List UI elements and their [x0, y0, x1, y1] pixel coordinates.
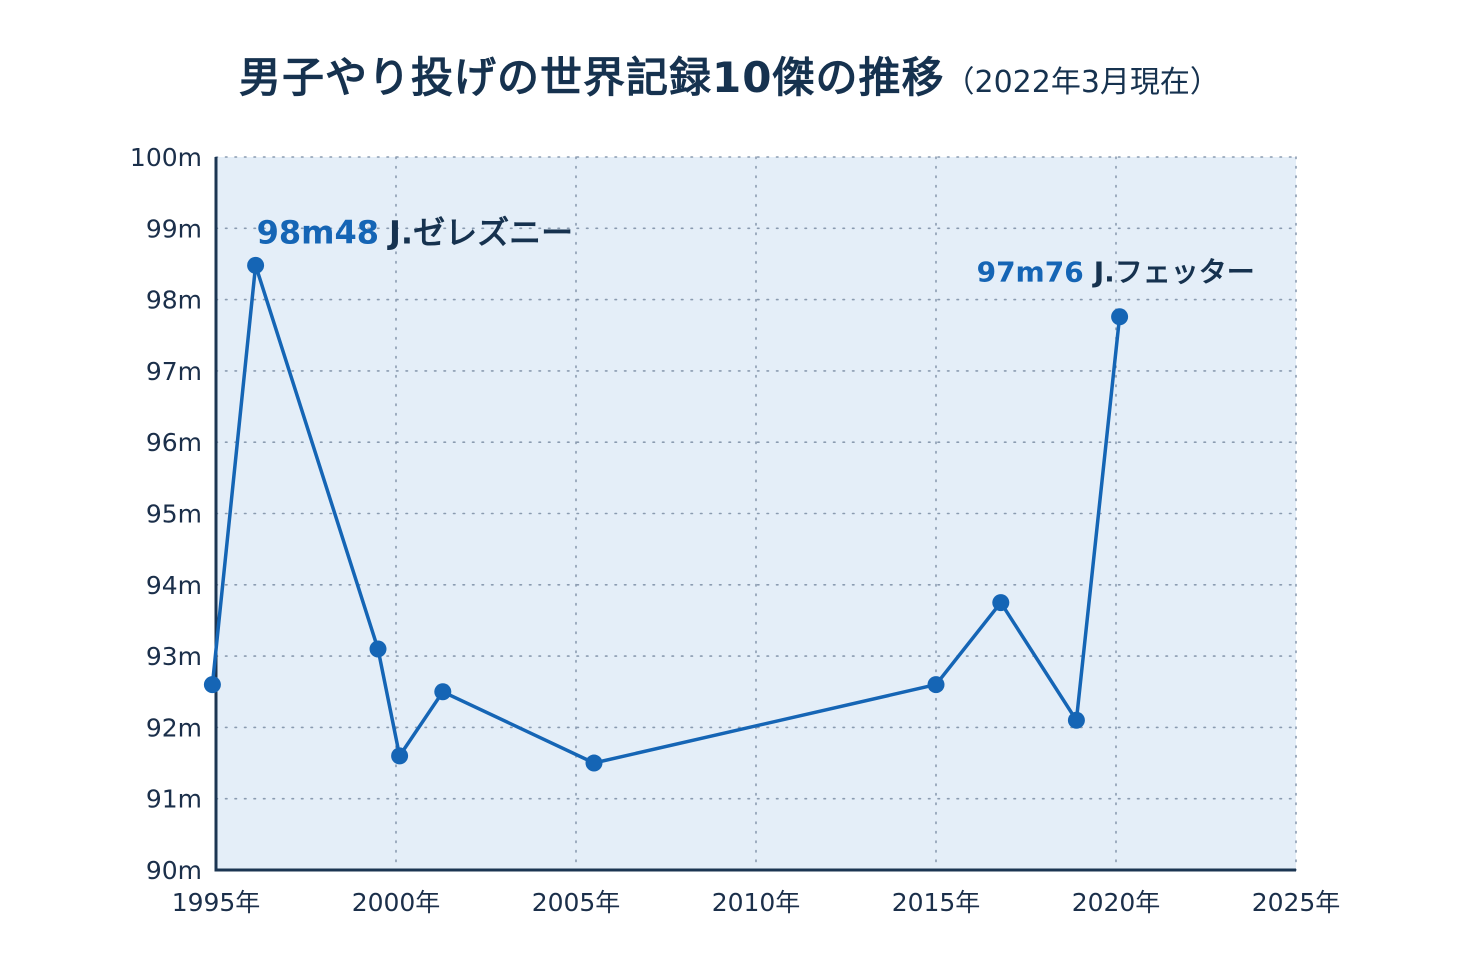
x-tick-label: 2010年	[712, 888, 801, 917]
y-tick-label: 98m	[146, 286, 202, 315]
data-point	[391, 747, 409, 765]
chart-title: 男子やり投げの世界記録10傑の推移（2022年3月現在）	[0, 44, 1459, 105]
data-point	[992, 594, 1010, 612]
annotation-label: 98m48 J.ゼレズニー	[257, 213, 573, 251]
x-tick-label: 1995年	[172, 888, 261, 917]
data-point	[927, 676, 945, 694]
data-point	[1111, 308, 1129, 326]
x-tick-label: 2015年	[892, 888, 981, 917]
x-tick-label: 2020年	[1072, 888, 1161, 917]
chart-title-main: 男子やり投げの世界記録10傑の推移	[239, 53, 945, 102]
y-tick-label: 93m	[146, 642, 202, 671]
data-point	[434, 683, 452, 701]
chart-title-sub: （2022年3月現在）	[944, 65, 1220, 100]
data-point	[585, 754, 603, 772]
x-tick-label: 2025年	[1252, 888, 1341, 917]
y-tick-label: 100m	[130, 143, 202, 172]
y-tick-label: 96m	[146, 428, 202, 457]
annotation-value: 98m48	[257, 213, 379, 251]
annotation-name: J.フェッター	[1092, 256, 1255, 289]
data-point	[1067, 711, 1085, 729]
annotation-value: 97m76	[977, 256, 1084, 289]
x-tick-label: 2000年	[352, 888, 441, 917]
y-tick-label: 99m	[146, 214, 202, 243]
y-tick-label: 90m	[146, 856, 202, 885]
y-tick-label: 91m	[146, 785, 202, 814]
y-tick-label: 92m	[146, 713, 202, 742]
annotation-name: J.ゼレズニー	[387, 213, 573, 251]
y-tick-label: 94m	[146, 571, 202, 600]
data-point	[369, 640, 387, 658]
series-line	[210, 263, 1122, 765]
data-point	[203, 676, 221, 694]
y-tick-label: 95m	[146, 500, 202, 529]
y-tick-label: 97m	[146, 357, 202, 386]
annotation-label: 97m76 J.フェッター	[977, 256, 1255, 289]
data-point	[247, 256, 265, 274]
x-tick-label: 2005年	[532, 888, 621, 917]
